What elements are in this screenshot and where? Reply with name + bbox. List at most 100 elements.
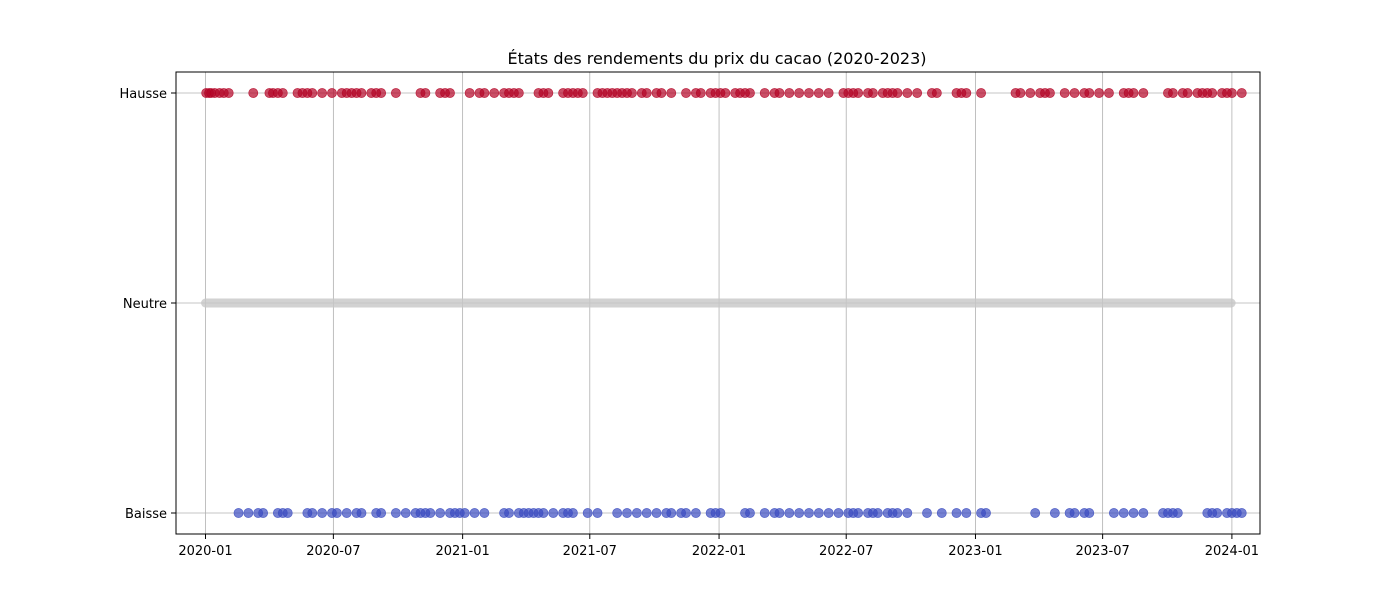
point-baisse (1128, 508, 1139, 518)
point-baisse (1084, 508, 1095, 518)
point-baisse (1069, 508, 1080, 518)
point-baisse (243, 508, 254, 518)
point-hausse (931, 88, 942, 98)
x-tick-label: 2021-01 (435, 544, 489, 559)
point-baisse (390, 508, 401, 518)
point-hausse (1128, 88, 1139, 98)
point-hausse (464, 88, 475, 98)
point-baisse (1172, 508, 1183, 518)
point-hausse (641, 88, 652, 98)
point-baisse (631, 508, 642, 518)
point-baisse (1212, 508, 1223, 518)
point-hausse (577, 88, 588, 98)
point-baisse (538, 508, 549, 518)
point-baisse (681, 508, 691, 518)
point-hausse (1094, 88, 1105, 98)
point-baisse (804, 508, 814, 518)
point-hausse (1236, 88, 1247, 98)
point-hausse (813, 88, 824, 98)
point-hausse (892, 88, 903, 98)
point-hausse (853, 88, 864, 98)
point-baisse (469, 508, 480, 518)
point-hausse (1025, 88, 1036, 98)
point-hausse (666, 88, 677, 98)
point-baisse (568, 508, 578, 518)
point-baisse (745, 508, 755, 518)
point-baisse (853, 508, 864, 518)
x-tick-label: 2022-01 (692, 544, 746, 559)
x-tick-label: 2020-07 (306, 544, 360, 559)
point-baisse (317, 508, 328, 518)
point-hausse (1182, 88, 1193, 98)
point-baisse (1236, 508, 1247, 518)
point-hausse (656, 88, 667, 98)
point-hausse (1138, 88, 1149, 98)
point-hausse (902, 88, 913, 98)
x-tick-label: 2022-07 (819, 544, 873, 559)
point-baisse (425, 508, 436, 518)
point-baisse (784, 508, 795, 518)
x-tick-label: 2021-07 (563, 544, 617, 559)
point-hausse (681, 88, 691, 98)
point-hausse (1226, 88, 1237, 98)
chart-title: États des rendements du prix du cacao (2… (507, 49, 926, 68)
point-baisse (307, 508, 318, 518)
point-hausse (823, 88, 834, 98)
point-hausse (317, 88, 328, 98)
y-tick-label-neutre: Neutre (123, 297, 167, 312)
point-baisse (715, 508, 726, 518)
point-hausse (804, 88, 814, 98)
x-tick-label: 2024-01 (1205, 544, 1259, 559)
point-baisse (592, 508, 603, 518)
point-hausse (759, 88, 770, 98)
point-hausse (1167, 88, 1178, 98)
point-hausse (420, 88, 431, 98)
point-hausse (1084, 88, 1095, 98)
point-baisse (258, 508, 269, 518)
point-baisse (1108, 508, 1119, 518)
point-baisse (341, 508, 352, 518)
point-baisse (690, 508, 701, 518)
point-baisse (902, 508, 913, 518)
point-hausse (912, 88, 923, 98)
point-hausse (720, 88, 731, 98)
point-baisse (582, 508, 593, 518)
point-hausse (248, 88, 259, 98)
point-baisse (813, 508, 824, 518)
point-baisse (651, 508, 662, 518)
x-tick-label: 2023-07 (1075, 544, 1129, 559)
point-baisse (936, 508, 947, 518)
point-hausse (390, 88, 401, 98)
point-baisse (1118, 508, 1129, 518)
point-hausse (327, 88, 337, 98)
point-baisse (1138, 508, 1149, 518)
point-hausse (277, 88, 288, 98)
x-tick-label: 2020-01 (178, 544, 232, 559)
point-baisse (833, 508, 844, 518)
point-hausse (1207, 88, 1218, 98)
point-baisse (331, 508, 342, 518)
point-baisse (548, 508, 559, 518)
point-baisse (376, 508, 387, 518)
point-hausse (223, 88, 234, 98)
point-baisse (922, 508, 932, 518)
y-axis-ticks: Baisse Neutre Hausse (119, 87, 176, 522)
point-baisse (1049, 508, 1060, 518)
data-points (201, 88, 1247, 518)
point-baisse (479, 508, 490, 518)
point-hausse (356, 88, 367, 98)
point-hausse (543, 88, 554, 98)
point-hausse (961, 88, 972, 98)
point-baisse (774, 508, 785, 518)
point-hausse (868, 88, 878, 98)
point-baisse (282, 508, 293, 518)
point-baisse (459, 508, 470, 518)
point-hausse (376, 88, 387, 98)
point-baisse (981, 508, 991, 518)
point-hausse (307, 88, 318, 98)
point-baisse (400, 508, 411, 518)
point-baisse (794, 508, 805, 518)
point-baisse (892, 508, 903, 518)
point-hausse (976, 88, 986, 98)
